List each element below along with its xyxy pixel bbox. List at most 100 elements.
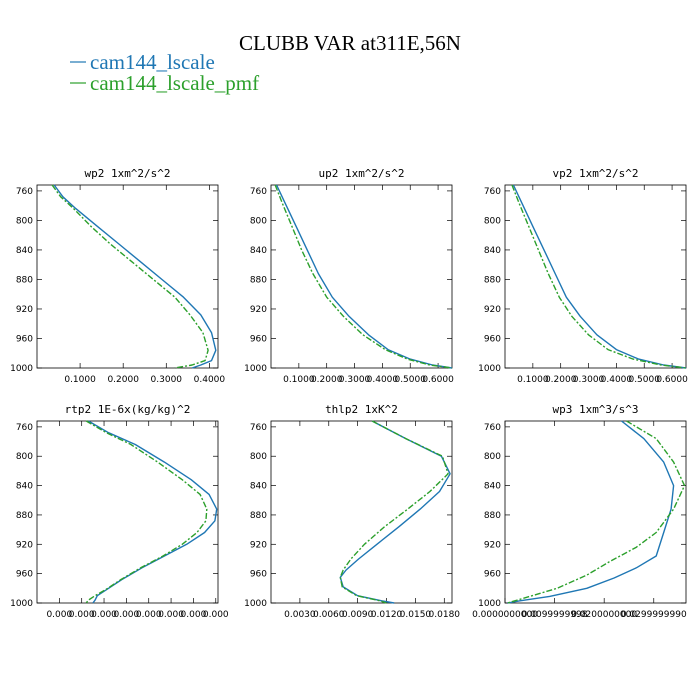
- x-tick-label: 0.0299999990: [621, 610, 687, 620]
- x-tick-label: 0.0099999998: [522, 610, 588, 620]
- x-tick-label: 0.1000: [517, 375, 549, 385]
- y-tick-label: 1000: [10, 599, 33, 609]
- y-tick-label: 920: [484, 305, 501, 315]
- x-tick-label: 0.4000: [367, 375, 399, 385]
- series-line-lscale-pmf: [511, 184, 687, 369]
- y-tick-label: 840: [484, 246, 501, 256]
- x-tick-label: 0.5000: [628, 375, 660, 385]
- plot-frame: [270, 420, 453, 604]
- series-line-lscale-pmf: [274, 184, 453, 369]
- y-tick-label: 840: [16, 482, 33, 492]
- y-tick-label: 1000: [244, 599, 267, 609]
- y-tick-label: 960: [16, 334, 33, 344]
- y-tick-label: 920: [16, 540, 33, 550]
- series-line-lscale: [53, 184, 217, 369]
- series-line-lscale-pmf: [51, 184, 209, 369]
- x-tick-label: 0.0060: [313, 610, 345, 620]
- x-tick-label: 0.0030: [284, 610, 316, 620]
- y-tick-label: 880: [250, 511, 267, 521]
- y-tick-label: 1000: [478, 364, 501, 374]
- y-tick-label: 880: [16, 275, 33, 285]
- y-tick-label: 960: [250, 570, 267, 580]
- x-tick-label: 0.6000: [422, 375, 454, 385]
- plot-frame: [504, 420, 687, 604]
- panel-title: wp3 1xm^3/s^3: [552, 403, 638, 416]
- y-tick-label: 760: [484, 187, 501, 197]
- figure-title: CLUBB VAR at311E,56N: [239, 31, 461, 55]
- series-line-lscale: [88, 420, 218, 604]
- x-tick-label: 0.000: [46, 610, 72, 620]
- chart-panel-6: wp3 1xm^3/s^3 760 800 840 880 920 960 10000.000…: [472, 403, 687, 620]
- series-line-lscale: [339, 420, 451, 604]
- x-tick-label: 0.1000: [283, 375, 315, 385]
- y-tick-label: 920: [484, 540, 501, 550]
- panel-title: thlp2 1xK^2: [325, 403, 398, 416]
- y-tick-label: 800: [484, 452, 501, 462]
- x-tick-label: 0.000: [113, 610, 139, 620]
- plot-frame: [270, 184, 453, 369]
- x-tick-label: 0.0200000000: [571, 610, 637, 620]
- y-tick-label: 880: [250, 275, 267, 285]
- y-tick-label: 840: [250, 246, 267, 256]
- y-tick-label: 960: [250, 334, 267, 344]
- panel-title: rtp2 1E-6x(kg/kg)^2: [65, 403, 191, 416]
- y-tick-label: 920: [250, 540, 267, 550]
- y-tick-label: 960: [484, 334, 501, 344]
- y-tick-label: 880: [484, 275, 501, 285]
- x-tick-label: 0.0090: [342, 610, 374, 620]
- y-tick-label: 960: [484, 570, 501, 580]
- chart-panel-5: thlp2 1xK^276080084088092096010000.00300…: [244, 403, 460, 620]
- panel-title: vp2 1xm^2/s^2: [552, 167, 638, 180]
- x-tick-label: 0.000: [69, 610, 95, 620]
- x-tick-label: 0.000: [136, 610, 162, 620]
- y-tick-label: 800: [250, 216, 267, 226]
- x-tick-label: 0.3000: [339, 375, 371, 385]
- x-tick-label: 0.1000: [64, 375, 96, 385]
- plot-frame: [36, 420, 219, 604]
- series-line-lscale-pmf: [507, 420, 686, 604]
- x-tick-label: 0.2000: [311, 375, 343, 385]
- x-tick-label: 0.2000: [107, 375, 139, 385]
- series-line-lscale: [512, 184, 687, 369]
- plot-frame: [504, 184, 687, 369]
- x-tick-label: 0.3000: [573, 375, 605, 385]
- x-tick-label: 0.000: [203, 610, 229, 620]
- panel-title: up2 1xm^2/s^2: [318, 167, 404, 180]
- x-tick-label: 0.6000: [656, 375, 688, 385]
- chart-panel-1: wp2 1xm^2/s^2 760 800 840 880 920 960 1000 0.100…: [10, 167, 225, 385]
- y-tick-label: 800: [484, 216, 501, 226]
- x-tick-label: 0.5000: [394, 375, 426, 385]
- x-tick-label: 0.3000: [151, 375, 183, 385]
- series-line-lscale: [507, 420, 675, 604]
- x-tick-label: 0.0150: [400, 610, 432, 620]
- panels: wp2 1xm^2/s^2 760 800 840 880 920 960 1000 0.100…: [10, 167, 688, 620]
- y-tick-label: 800: [250, 452, 267, 462]
- chart-panel-3: vp2 1xm^2/s^2 760 800 840 880 920 960 1000 0.100…: [478, 167, 688, 385]
- y-tick-label: 840: [250, 482, 267, 492]
- legend-label-lscale: cam144_lscale: [90, 50, 215, 74]
- x-tick-label: 0.000: [158, 610, 184, 620]
- panel-title: wp2 1xm^2/s^2: [84, 167, 170, 180]
- y-tick-label: 880: [16, 511, 33, 521]
- y-tick-label: 760: [250, 423, 267, 433]
- legend: cam144_lscale cam144_lscale_pmf: [70, 50, 259, 95]
- x-tick-label: 0.2000: [545, 375, 577, 385]
- y-tick-label: 800: [16, 216, 33, 226]
- series-line-lscale-pmf: [85, 420, 208, 604]
- x-tick-label: 0.4000: [601, 375, 633, 385]
- x-tick-label: 0.0120: [371, 610, 403, 620]
- x-tick-label: 0.000: [91, 610, 117, 620]
- x-tick-label: 0.000: [181, 610, 207, 620]
- y-tick-label: 760: [250, 187, 267, 197]
- chart-panel-2: up2 1xm^2/s^2 760 800 840 880 920 960 1000 0.100…: [244, 167, 454, 385]
- x-tick-label: 0.4000: [194, 375, 226, 385]
- y-tick-label: 1000: [478, 599, 501, 609]
- chart-panel-4: rtp2 1E-6x(kg/kg)^2 760 800 840 880 920 960 100…: [10, 403, 229, 620]
- y-tick-label: 920: [16, 305, 33, 315]
- y-tick-label: 1000: [10, 364, 33, 374]
- y-tick-label: 840: [484, 482, 501, 492]
- y-tick-label: 800: [16, 452, 33, 462]
- series-line-lscale-pmf: [339, 420, 449, 604]
- y-tick-label: 960: [16, 570, 33, 580]
